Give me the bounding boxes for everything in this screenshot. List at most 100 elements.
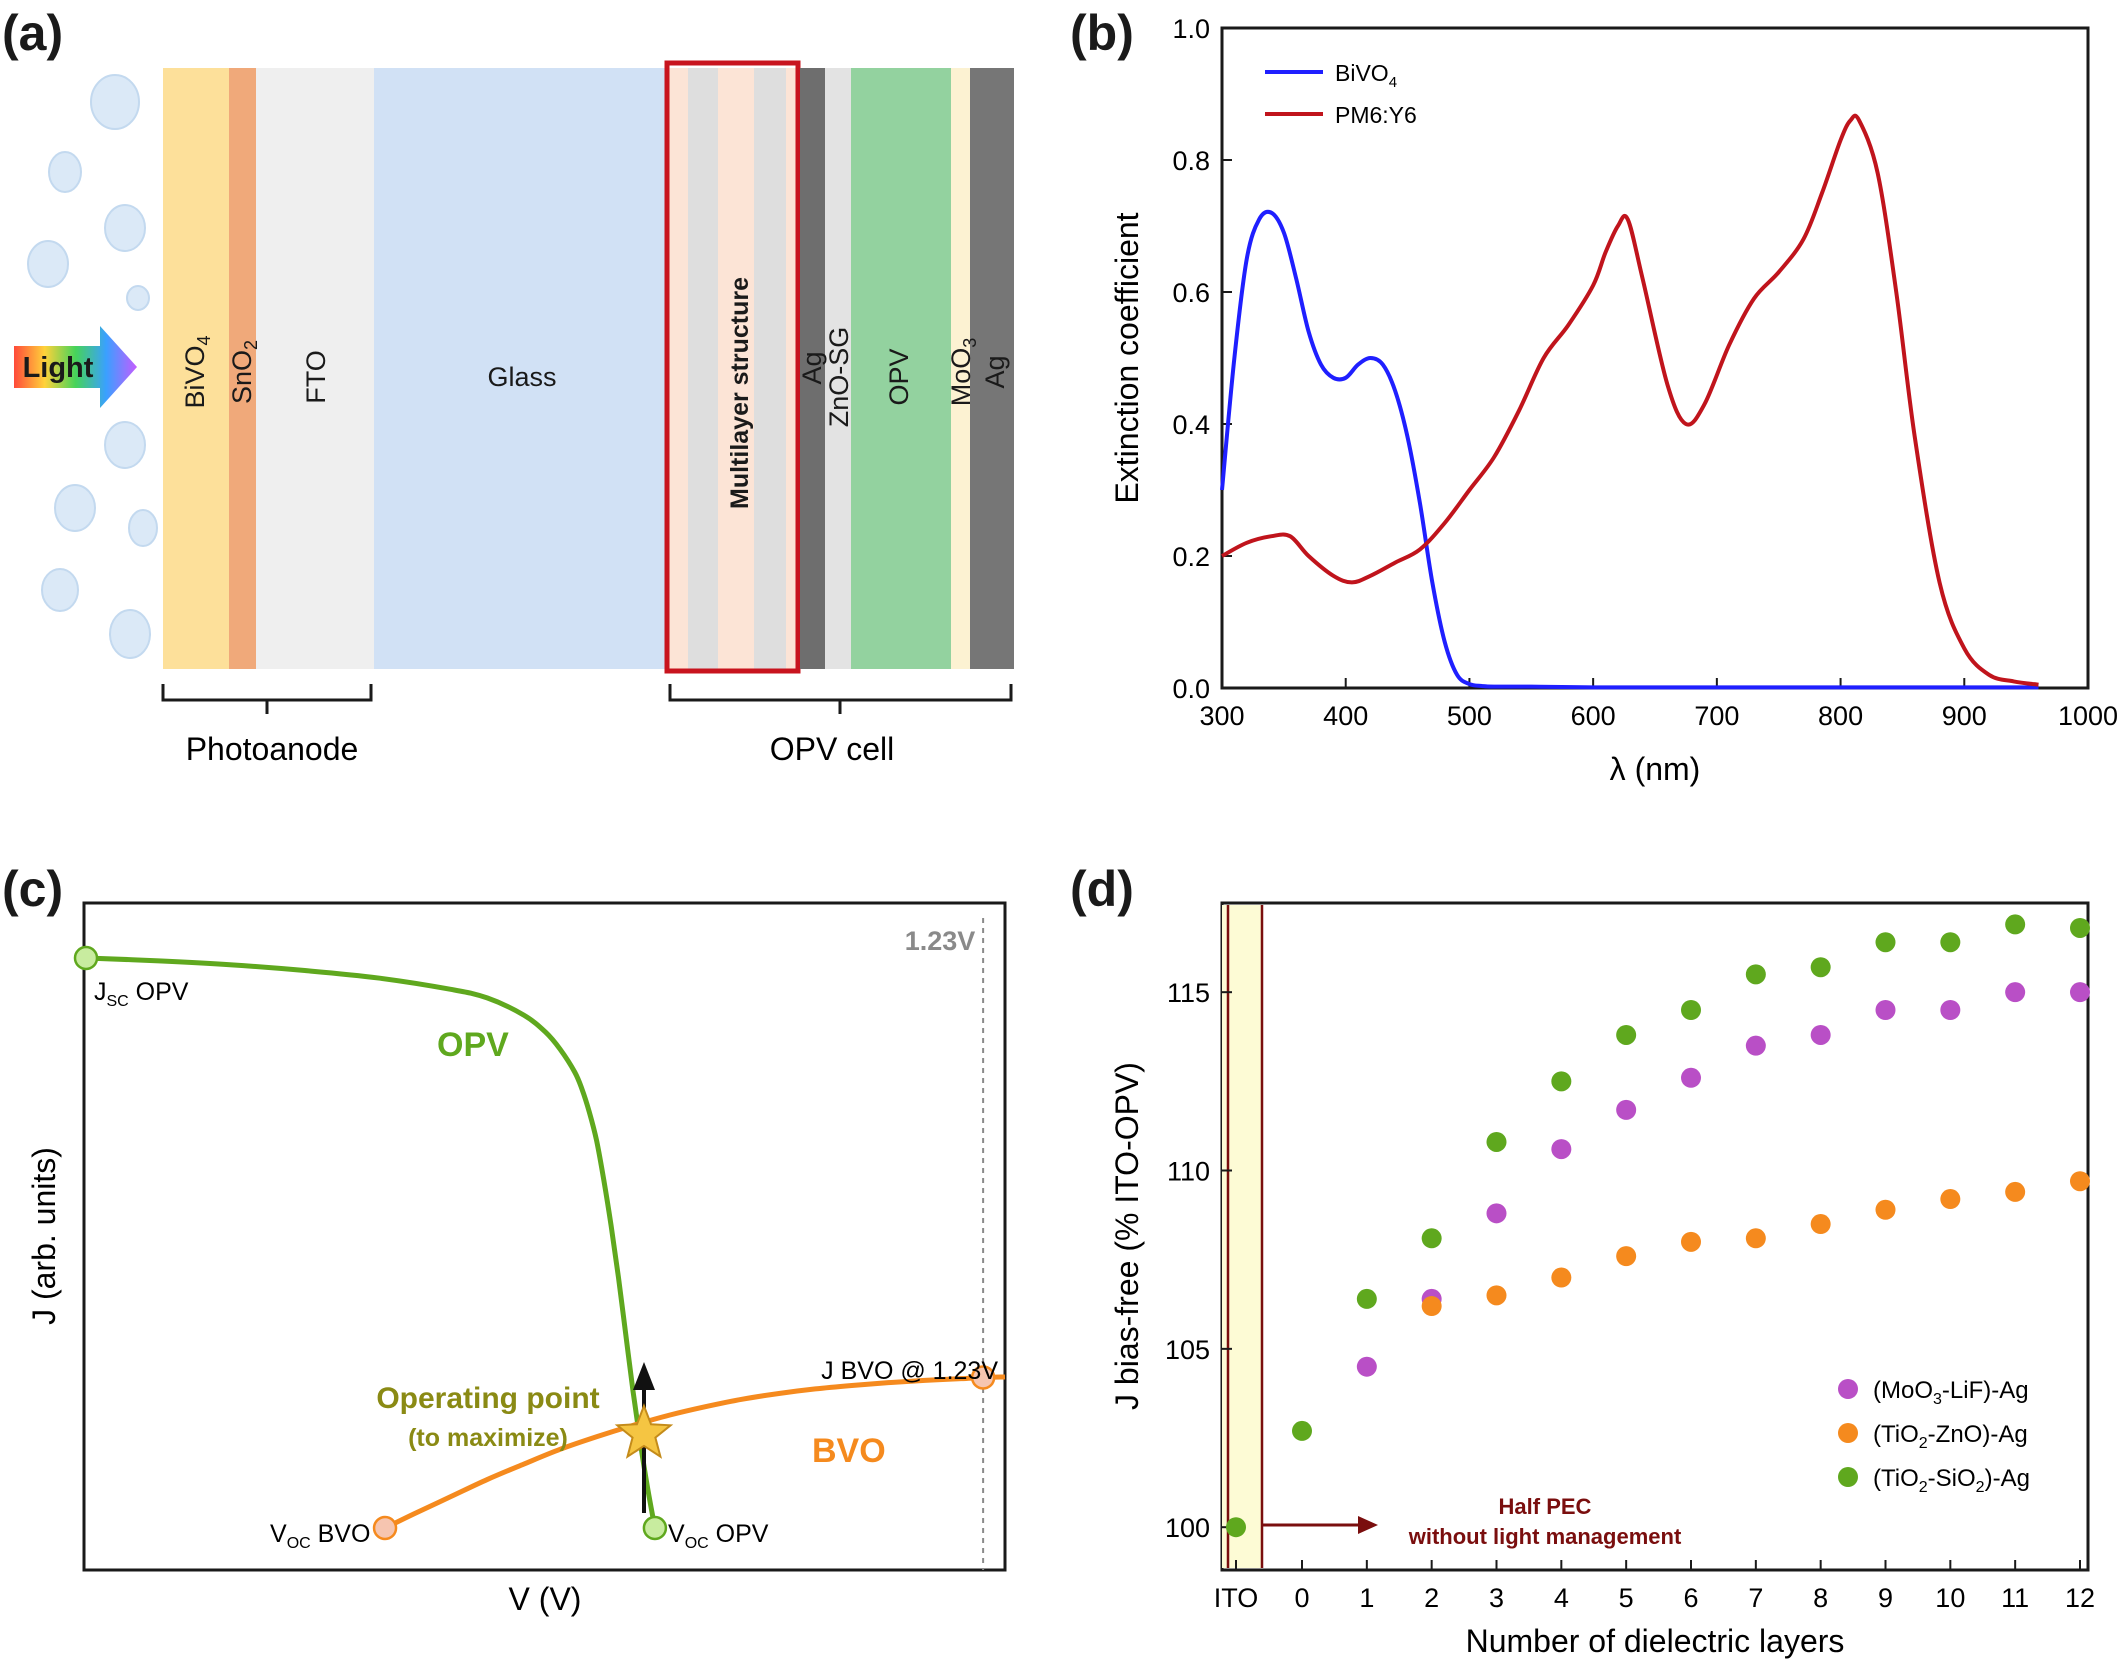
multilayer-box — [664, 60, 801, 674]
point-voc-bvo — [372, 1515, 398, 1541]
x-tick-label: 6 — [1683, 1583, 1698, 1613]
arrow-right-icon — [1358, 1516, 1378, 1534]
layer-znosg — [825, 68, 851, 669]
scatter-point-tio2-zno — [2005, 1181, 2026, 1202]
x-tick-label: 9 — [1878, 1583, 1893, 1613]
scatter-point-moo3-lif — [1486, 1203, 1507, 1224]
x-tick-label: 12 — [2065, 1583, 2095, 1613]
layer-label-sno2: SnO2 — [227, 340, 261, 404]
y-tick-label: 0.4 — [1172, 410, 1210, 440]
layer-label-fto: FTO — [301, 350, 331, 404]
label-bvo: BVO — [812, 1432, 886, 1470]
scatter-point-tio2-sio2 — [1292, 1420, 1312, 1441]
scatter-point-moo3-lif — [2070, 982, 2090, 1003]
operating-point-star-icon — [614, 1403, 674, 1459]
x-tick-label: 8 — [1813, 1583, 1828, 1613]
legend: (MoO3-LiF)-Ag (TiO2-ZnO)-Ag (TiO2-SiO2)-… — [1838, 1377, 2030, 1496]
x-tick-label: 1000 — [2058, 701, 2118, 731]
layer-glass — [374, 68, 668, 669]
layer-label-ag: Ag — [797, 351, 827, 384]
x-tick-label: 300 — [1199, 701, 1244, 731]
scatter-point-moo3-lif — [1681, 1067, 1701, 1088]
x-tick-label: 900 — [1942, 701, 1987, 731]
x-tick-label: 2 — [1424, 1583, 1439, 1613]
panel-label-d: (d) — [1070, 861, 1134, 917]
panel-b-chart: 300 400 500 600 700 800 900 1000 0.0 0.2 0.4 0.6 0.8… — [1109, 14, 2118, 787]
layer-sno2 — [229, 68, 256, 669]
scatter-point-tio2-zno — [2070, 1171, 2090, 1192]
x-tick-label: 1 — [1359, 1583, 1374, 1613]
stripe — [754, 68, 786, 669]
layer-opv — [851, 68, 951, 669]
scatter-point-moo3-lif — [2005, 982, 2026, 1003]
annotation-voc-bvo: VOC BVO — [270, 1520, 370, 1552]
y-tick-label: 0.8 — [1172, 146, 1210, 176]
panel-c-chart: 1.23V JSC OPV VOC BVO VOC OPV J BVO @ 1.… — [26, 901, 1007, 1617]
panel-label-c: (c) — [2, 861, 64, 917]
legend-label-tio2-sio2: (TiO2-SiO2)-Ag — [1873, 1465, 2030, 1496]
layer-label-moo3: MoO3 — [946, 338, 980, 407]
point-jsc-opv — [73, 945, 99, 971]
scatter-point-tio2-zno — [1551, 1267, 1572, 1288]
legend-label-tio2-zno: (TiO2-ZnO)-Ag — [1873, 1421, 2028, 1452]
scatter-point-tio2-zno — [1421, 1296, 1442, 1317]
point-voc-opv — [642, 1515, 668, 1541]
bubble — [128, 509, 158, 547]
scatter-point-tio2-sio2 — [2005, 914, 2026, 935]
light-arrow: Light — [14, 326, 137, 408]
vline-label: 1.23V — [905, 926, 976, 956]
x-tick-label: 7 — [1748, 1583, 1763, 1613]
scatter-point-tio2-zno — [1875, 1199, 1896, 1220]
y-axis-label: J bias-free (% ITO-OPV) — [1109, 1062, 1145, 1410]
layer-ag2 — [970, 68, 1014, 669]
scatter-point-tio2-sio2 — [1486, 1131, 1507, 1152]
legend-swatch-moo3-lif — [1838, 1379, 1858, 1399]
stripe — [668, 68, 688, 669]
scatter-point-tio2-sio2 — [1421, 1228, 1442, 1249]
bubble — [126, 285, 150, 311]
series-line-bvo — [383, 1374, 1006, 1531]
legend-swatch-tio2-zno — [1838, 1423, 1858, 1443]
scatter-point-tio2-sio2 — [1940, 932, 1961, 953]
scatter-point-tio2-sio2 — [1810, 957, 1831, 978]
multilayer-stripes — [668, 68, 796, 669]
layer-label-glass: Glass — [487, 362, 556, 392]
point-jbvo-123 — [970, 1365, 996, 1390]
y-tick-label: 105 — [1165, 1335, 1210, 1365]
annotation-voc-opv: VOC OPV — [668, 1520, 769, 1552]
x-axis-label: λ (nm) — [1610, 751, 1701, 787]
x-tick-label: 600 — [1571, 701, 1616, 731]
legend-swatch-tio2-sio2 — [1838, 1467, 1858, 1487]
y-tick-label: 0.2 — [1172, 542, 1210, 572]
scatter-point-moo3-lif — [1551, 1139, 1572, 1160]
label-operating-point: Operating point — [376, 1382, 599, 1415]
photoanode-label: Photoanode — [186, 731, 359, 767]
legend: BiVO4 PM6:Y6 — [1265, 60, 1417, 128]
bubble — [90, 74, 140, 130]
x-tick-label: 5 — [1619, 1583, 1634, 1613]
scatter-point-moo3-lif — [1356, 1356, 1377, 1377]
x-tick-label: ITO — [1214, 1583, 1259, 1613]
x-tick-label: 10 — [1935, 1583, 1965, 1613]
bubble — [48, 151, 82, 193]
layer-moo3 — [951, 68, 970, 669]
light-arrow-icon — [14, 326, 137, 408]
axis-ticks: 300 400 500 600 700 800 900 1000 0.0 0.2 0.4 0.6 0.8… — [1172, 14, 2118, 731]
y-tick-label: 110 — [1167, 1157, 1210, 1187]
legend-label-pm6y6: PM6:Y6 — [1335, 102, 1417, 128]
half-pec-line2: without light management — [1408, 1524, 1682, 1549]
layer-label-opv: OPV — [884, 348, 914, 405]
series-line-bivo4 — [1220, 209, 2039, 690]
x-tick-label: 3 — [1489, 1583, 1504, 1613]
layer-label-bivo4: BiVO4 — [180, 335, 214, 408]
y-tick-label: 1.0 — [1172, 14, 1210, 44]
layer-label-ag2: Ag — [980, 355, 1010, 388]
label-opv: OPV — [437, 1026, 509, 1064]
bubble — [54, 484, 96, 532]
x-axis-label: V (V) — [509, 1581, 582, 1617]
stripe — [688, 68, 718, 669]
series-line-opv — [85, 955, 658, 1529]
scatter-point-moo3-lif — [1745, 1035, 1766, 1056]
legend-label-moo3-lif: (MoO3-LiF)-Ag — [1873, 1377, 2029, 1408]
